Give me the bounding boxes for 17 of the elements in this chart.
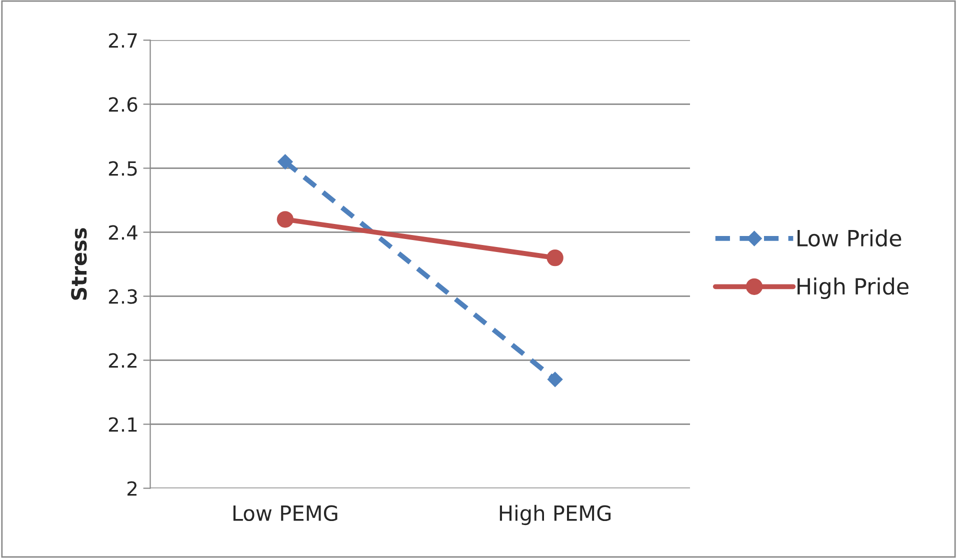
y-tick-label: 2.7 — [108, 33, 137, 48]
y-tick-label: 2.2 — [108, 353, 136, 368]
y-tick-label: 2.1 — [108, 417, 137, 432]
point — [276, 211, 294, 228]
legend-label: Low Pride — [798, 229, 902, 247]
y-tick-label: 2.4 — [108, 225, 138, 240]
y-tick-label: 2.6 — [108, 97, 138, 112]
x-tick-label: High PEMG — [500, 504, 611, 526]
point — [546, 249, 564, 266]
y-axis-title: Stress — [71, 228, 87, 300]
point — [278, 154, 293, 170]
y-tick-label: 2.3 — [108, 289, 137, 304]
y-tick-label: 2.5 — [108, 161, 137, 176]
point — [547, 372, 563, 387]
x-tick-label: Low PEMG — [233, 505, 338, 522]
legend-label: High Pride — [798, 278, 908, 300]
y-tick-label: 2 — [127, 481, 136, 496]
